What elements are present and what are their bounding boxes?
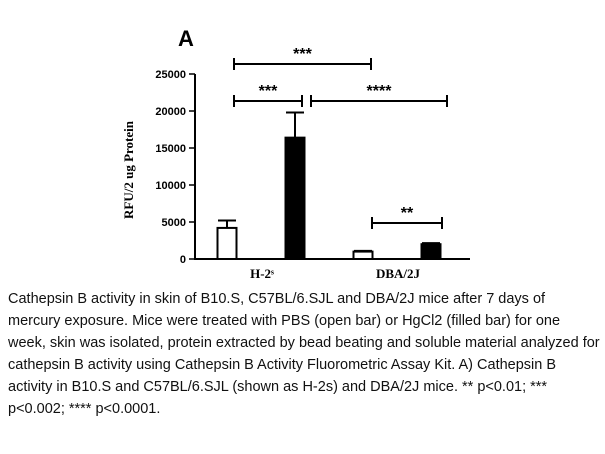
y-tick-label: 5000: [162, 217, 186, 229]
y-tick-label: 25000: [155, 69, 186, 81]
x-tick-label: H-2ˢ: [250, 266, 274, 281]
panel-label: A: [178, 26, 194, 51]
bar: [216, 226, 238, 260]
bar: [420, 243, 442, 260]
bar: [352, 250, 374, 261]
y-tick-label: 0: [180, 254, 186, 266]
significance-label: ***: [259, 83, 278, 100]
significance-label: **: [401, 205, 414, 222]
y-axis-label: RFU/2 ug Protein: [121, 120, 136, 219]
y-tick-label: 10000: [155, 180, 186, 192]
y-tick-label: 15000: [155, 143, 186, 155]
significance-label: ****: [367, 83, 393, 100]
significance-label: ***: [293, 46, 312, 63]
chart: A RFU/2 ug Protein 0 5000 10000 15000 20000 2…: [121, 26, 470, 281]
y-tick-label: 20000: [155, 106, 186, 118]
x-tick-label: DBA/2J: [376, 266, 421, 281]
bar: [284, 136, 306, 260]
caption: Cathepsin B activity in skin of B10.S, C…: [8, 291, 600, 417]
